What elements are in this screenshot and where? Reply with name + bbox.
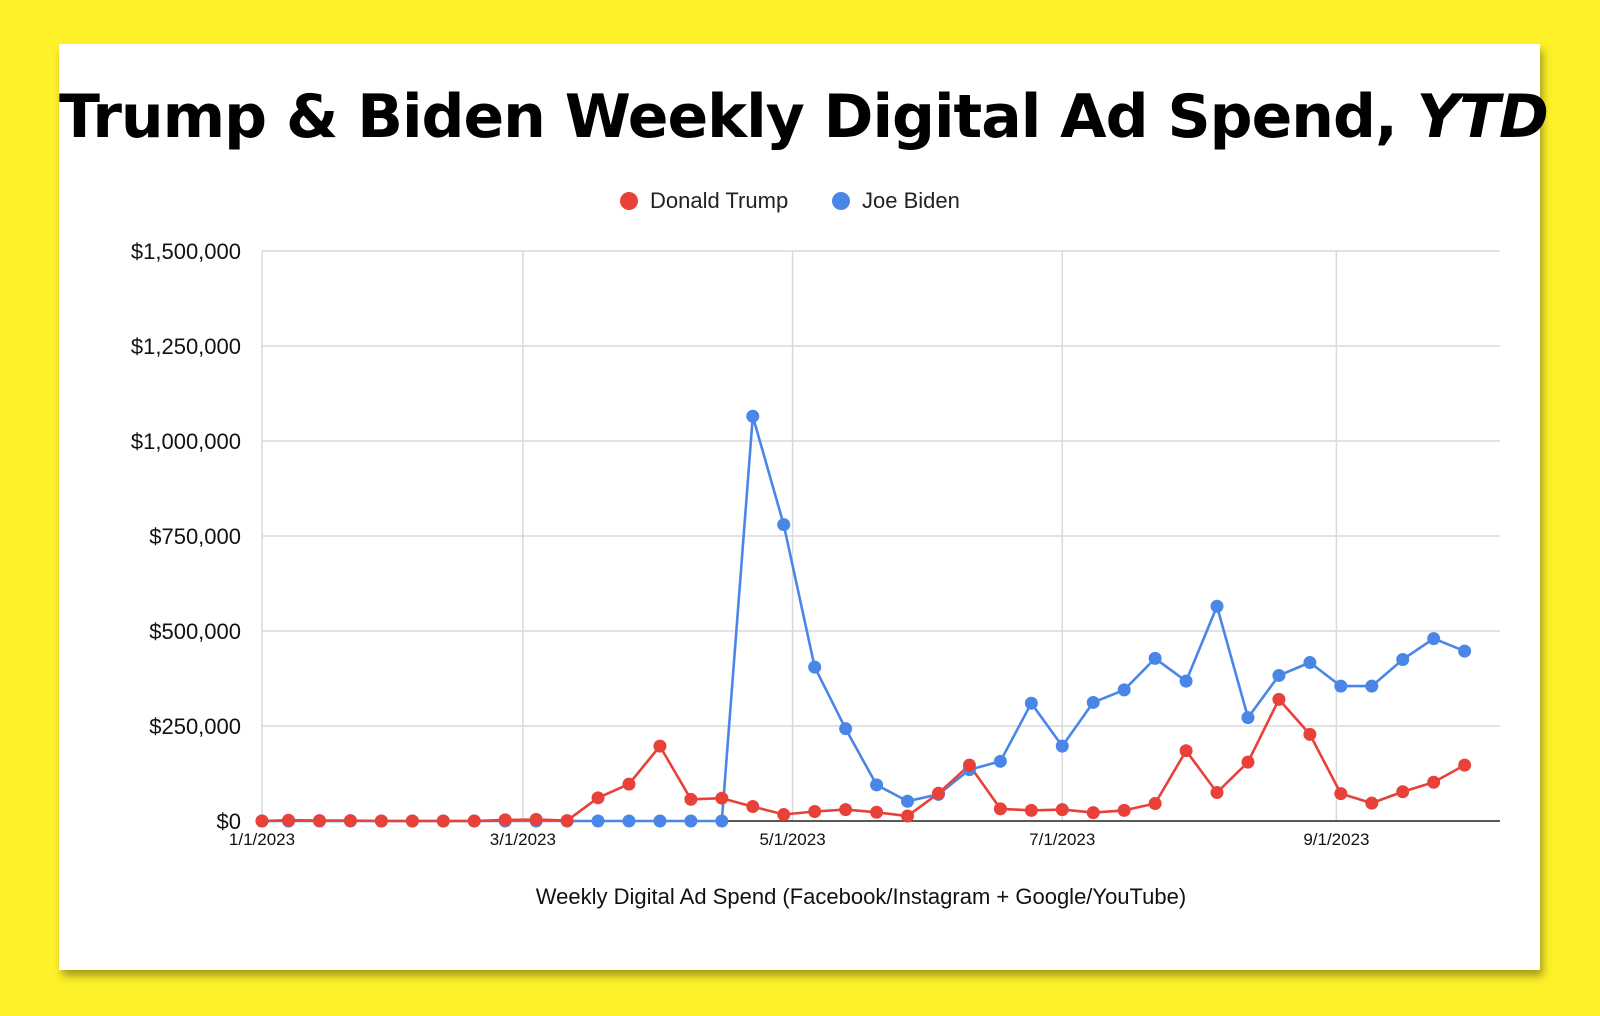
data-point-joe-biden	[1458, 644, 1472, 658]
y-tick-label: $500,000	[149, 619, 241, 644]
data-point-donald-trump	[653, 739, 667, 753]
legend: Donald Trump Joe Biden	[620, 188, 960, 213]
x-tick-label: 3/1/2023	[490, 830, 556, 849]
data-point-joe-biden	[777, 518, 791, 532]
x-tick-label: 7/1/2023	[1029, 830, 1095, 849]
y-axis-ticks: $0 $250,000 $500,000 $750,000 $1,000,000 $1,2…	[131, 239, 241, 834]
data-point-donald-trump	[1272, 692, 1286, 706]
data-point-joe-biden	[591, 814, 605, 828]
legend-label-joe-biden: Joe Biden	[862, 188, 960, 213]
data-point-donald-trump	[255, 814, 269, 828]
y-tick-label: $1,250,000	[131, 334, 241, 359]
data-point-donald-trump	[777, 808, 791, 822]
data-point-donald-trump	[622, 777, 636, 791]
chart-title-main: Trump & Biden Weekly Digital Ad Spend,	[59, 82, 1398, 152]
data-point-joe-biden	[684, 814, 698, 828]
data-point-joe-biden	[1086, 695, 1100, 709]
data-point-donald-trump	[1179, 744, 1193, 758]
chart-title: Trump & Biden Weekly Digital Ad Spend, Y…	[59, 82, 1549, 152]
data-point-joe-biden	[1117, 683, 1131, 697]
y-tick-label: $1,500,000	[131, 239, 241, 264]
data-point-donald-trump	[839, 803, 853, 817]
legend-marker-joe-biden	[832, 192, 850, 210]
legend-label-donald-trump: Donald Trump	[650, 188, 788, 213]
data-point-donald-trump	[1210, 786, 1224, 799]
x-axis-ticks: 1/1/2023 3/1/2023 5/1/2023 7/1/2023 9/1/2023	[229, 830, 1370, 849]
data-point-donald-trump	[684, 792, 698, 806]
data-point-joe-biden	[1303, 656, 1317, 670]
data-point-joe-biden	[715, 814, 729, 828]
data-point-joe-biden	[1241, 711, 1255, 725]
x-axis-label: Weekly Digital Ad Spend (Facebook/Instag…	[536, 884, 1186, 909]
data-point-donald-trump	[560, 814, 574, 828]
data-point-donald-trump	[931, 786, 945, 800]
series-line-donald-trump	[261, 698, 1466, 823]
y-tick-label: $250,000	[149, 714, 241, 739]
data-point-donald-trump	[901, 809, 915, 823]
data-point-donald-trump	[808, 805, 822, 818]
data-point-donald-trump	[498, 813, 512, 827]
series-line-joe-biden	[262, 414, 1466, 823]
chart-title-suffix: YTD	[1416, 82, 1549, 152]
chart-card: Trump & Biden Weekly Digital Ad Spend, Y…	[59, 44, 1549, 970]
data-point-joe-biden	[1365, 679, 1379, 693]
data-point-joe-biden	[1334, 679, 1348, 693]
data-point-donald-trump	[529, 812, 543, 826]
x-tick-label: 1/1/2023	[229, 830, 295, 849]
data-point-donald-trump	[405, 814, 419, 828]
data-point-joe-biden	[1024, 696, 1038, 710]
data-point-joe-biden	[653, 814, 667, 828]
x-tick-label: 5/1/2023	[759, 830, 825, 849]
data-point-joe-biden	[1427, 632, 1441, 646]
data-point-joe-biden	[1179, 674, 1193, 688]
data-point-donald-trump	[1055, 803, 1069, 817]
data-point-joe-biden	[901, 794, 915, 808]
data-point-donald-trump	[282, 813, 296, 827]
data-point-donald-trump	[1024, 803, 1038, 817]
data-point-donald-trump	[715, 791, 729, 805]
data-point-joe-biden	[993, 754, 1007, 768]
data-point-donald-trump	[993, 802, 1007, 816]
x-tick-label: 9/1/2023	[1303, 830, 1369, 849]
y-tick-label: $1,000,000	[131, 429, 241, 454]
data-point-joe-biden	[1210, 599, 1224, 613]
data-point-joe-biden	[1396, 653, 1410, 666]
data-point-joe-biden	[808, 660, 822, 674]
gridlines	[261, 250, 1500, 821]
y-tick-label: $750,000	[149, 524, 241, 549]
data-point-donald-trump	[343, 814, 357, 828]
data-point-donald-trump	[1241, 755, 1255, 769]
data-point-donald-trump	[962, 758, 976, 772]
series-lines	[261, 414, 1466, 823]
data-point-donald-trump	[1365, 796, 1379, 810]
data-point-donald-trump	[1458, 758, 1472, 772]
data-point-donald-trump	[1334, 787, 1348, 801]
data-point-donald-trump	[1086, 806, 1100, 820]
data-point-joe-biden	[622, 814, 636, 828]
data-point-donald-trump	[1148, 797, 1162, 811]
legend-marker-donald-trump	[620, 192, 638, 210]
data-point-joe-biden	[1148, 651, 1162, 665]
data-point-joe-biden	[1055, 739, 1069, 753]
data-point-donald-trump	[312, 814, 326, 828]
data-point-donald-trump	[1427, 775, 1441, 789]
data-point-joe-biden	[746, 409, 760, 423]
line-chart: $0 $250,000 $500,000 $750,000 $1,000,000 $1,2…	[131, 188, 1500, 909]
data-point-donald-trump	[591, 791, 605, 805]
y-tick-label: $0	[217, 809, 241, 834]
series-points	[255, 409, 1472, 828]
data-point-joe-biden	[839, 722, 853, 736]
data-point-donald-trump	[436, 814, 450, 828]
data-point-donald-trump	[1396, 785, 1410, 799]
data-point-joe-biden	[870, 778, 884, 792]
data-point-donald-trump	[467, 814, 481, 828]
data-point-donald-trump	[746, 800, 760, 814]
data-point-donald-trump	[374, 814, 388, 828]
data-point-donald-trump	[1303, 727, 1317, 741]
data-point-donald-trump	[1117, 803, 1131, 817]
data-point-donald-trump	[870, 805, 884, 819]
data-point-joe-biden	[1272, 668, 1286, 682]
